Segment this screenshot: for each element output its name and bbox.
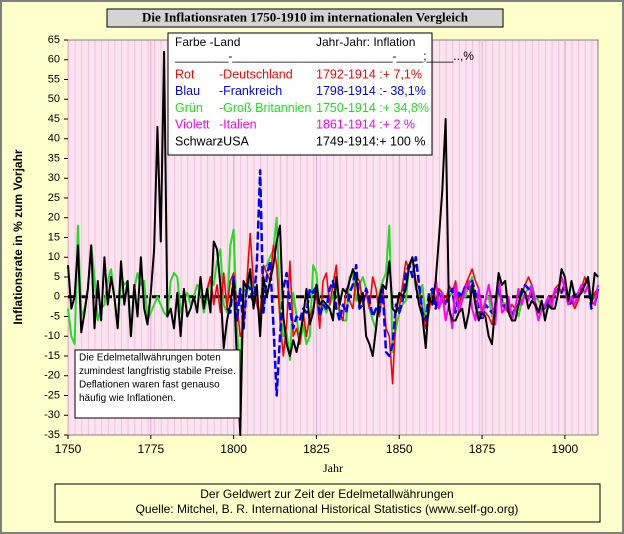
legend-header: Jahr-Jahr: Inflation: [316, 35, 415, 49]
footer-box: [54, 483, 601, 523]
y-tick-label: 55: [48, 73, 60, 85]
annotation-line: häufig wie Inflationen.: [79, 393, 176, 404]
x-tick-label: 1900: [552, 442, 579, 456]
legend: Rot -Deutschland 1792-1914 :+ 7,1% Blau -Fra…: [175, 67, 429, 148]
y-tick-label: -35: [44, 429, 60, 441]
y-tick-label: -25: [44, 389, 60, 401]
y-tick-label: -20: [44, 370, 60, 382]
x-tick-label: 1825: [303, 442, 330, 456]
x-tick-label: 1875: [469, 442, 496, 456]
legend-name: -USA: [219, 134, 250, 148]
legend-color-label: Violett: [175, 118, 210, 132]
x-tick-label: 1800: [220, 442, 247, 456]
legend-color-label: Rot: [175, 67, 195, 81]
series-lines: [67, 50, 600, 436]
legend-box: [167, 32, 433, 156]
y-tick-label: -10: [44, 330, 60, 342]
ticks: 1750 1775 1800 1825 1850 1875 1900656055504540…: [44, 34, 578, 456]
legend-separator: ________-________________________-____;_…: [174, 49, 474, 63]
legend-period: 1861-1914 :+ 2 %: [316, 118, 415, 132]
series-line: [67, 50, 599, 436]
y-tick-label: 5: [54, 271, 60, 283]
y-tick-label: 0: [54, 291, 60, 303]
legend-color-label: Grün: [175, 101, 203, 115]
y-tick-label: 10: [48, 251, 60, 263]
footer-line: Der Geldwert zur Zeit der Edelmetallwähr…: [200, 487, 453, 501]
legend-name: -Deutschland: [219, 67, 293, 81]
series-line: [434, 272, 599, 330]
y-tick-label: 20: [48, 212, 60, 224]
annotation-box: [74, 349, 241, 419]
chart-title: Die Inflationsraten 1750-1910 im interna…: [142, 9, 469, 24]
annotation-line: zumindest langfristig stabile Preise.: [79, 366, 236, 377]
y-tick-label: 45: [48, 113, 60, 125]
x-tick-label: 1750: [55, 442, 82, 456]
title-box: [106, 8, 504, 28]
y-tick-label: -5: [50, 310, 60, 322]
x-axis-title: Jahr: [323, 461, 343, 475]
y-tick-label: -30: [44, 409, 60, 421]
y-axis-title: Inflationsrate in % zum Vorjahr: [11, 149, 25, 324]
y-tick-label: 35: [48, 152, 60, 164]
legend-name: -Groß Britannien: [219, 101, 311, 115]
legend-period: 1750-1914 :+ 34,8%: [316, 101, 429, 115]
legend-color-label: Schwarz: [175, 134, 223, 148]
y-tick-label: 15: [48, 231, 60, 243]
y-tick-label: 40: [48, 133, 60, 145]
legend-period: 1798-1914 :- 38,1%: [316, 84, 426, 98]
x-tick-label: 1850: [386, 442, 413, 456]
legend-period: 1749-1914:+ 100 %: [316, 134, 425, 148]
legend-name: -Italien: [219, 118, 257, 132]
annotation-line: Die Edelmetallwährungen boten: [79, 353, 221, 364]
y-tick-label: -15: [44, 350, 60, 362]
y-tick-label: 50: [48, 93, 60, 105]
y-tick-label: 25: [48, 192, 60, 204]
legend-name: -Frankreich: [219, 84, 282, 98]
legend-header: Farbe -Land: [175, 35, 240, 49]
annotation: Die Edelmetallwährungen boten zumindest l…: [79, 353, 236, 405]
legend-color-label: Blau: [175, 84, 200, 98]
footer-line: Quelle: Mitchel, B. R. International His…: [136, 502, 519, 516]
y-tick-label: 65: [48, 34, 60, 46]
legend-period: 1792-1914 :+ 7,1%: [316, 67, 422, 81]
y-tick-label: 30: [48, 172, 60, 184]
y-tick-label: 60: [48, 54, 60, 66]
annotation-line: Deflationen waren fast genauso: [79, 380, 220, 391]
x-tick-label: 1775: [137, 442, 164, 456]
